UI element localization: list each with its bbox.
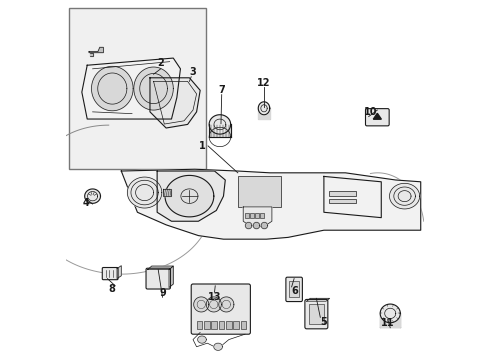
Text: 8: 8: [108, 284, 115, 294]
Polygon shape: [194, 297, 209, 312]
Bar: [289, 282, 299, 297]
Bar: [245, 213, 249, 219]
Text: 4: 4: [83, 198, 90, 208]
Polygon shape: [122, 169, 421, 239]
Polygon shape: [89, 47, 103, 53]
Text: 6: 6: [291, 286, 298, 296]
Polygon shape: [85, 189, 100, 203]
FancyBboxPatch shape: [102, 267, 118, 280]
Polygon shape: [253, 222, 260, 229]
Polygon shape: [206, 297, 221, 312]
Polygon shape: [157, 171, 225, 221]
Polygon shape: [380, 314, 400, 327]
Bar: [204, 321, 210, 329]
FancyBboxPatch shape: [366, 109, 389, 126]
Text: 5: 5: [320, 317, 326, 327]
Polygon shape: [258, 108, 270, 119]
Text: 11: 11: [381, 319, 394, 328]
Polygon shape: [214, 343, 222, 350]
Polygon shape: [169, 266, 173, 288]
Polygon shape: [209, 125, 231, 137]
Polygon shape: [209, 115, 231, 134]
Bar: [309, 304, 323, 324]
Bar: [226, 321, 232, 329]
Bar: [69, 8, 205, 169]
Text: 7: 7: [219, 85, 225, 95]
Polygon shape: [324, 176, 381, 218]
Polygon shape: [165, 175, 214, 217]
Polygon shape: [82, 58, 180, 119]
Bar: [329, 199, 356, 203]
Polygon shape: [117, 266, 122, 279]
FancyBboxPatch shape: [146, 268, 171, 289]
Polygon shape: [243, 207, 272, 226]
Bar: [255, 213, 259, 219]
Text: 10: 10: [364, 107, 377, 117]
Bar: [329, 191, 356, 196]
Text: 2: 2: [157, 58, 164, 68]
Polygon shape: [245, 222, 252, 229]
Text: 13: 13: [208, 292, 221, 302]
Text: 1: 1: [199, 141, 206, 151]
Polygon shape: [219, 297, 234, 312]
Polygon shape: [261, 222, 268, 229]
Polygon shape: [150, 78, 200, 128]
Polygon shape: [134, 67, 173, 110]
Bar: [241, 321, 246, 329]
Text: 9: 9: [159, 288, 166, 298]
Polygon shape: [307, 298, 330, 301]
Polygon shape: [163, 189, 172, 196]
Text: 3: 3: [190, 67, 196, 77]
Bar: [233, 321, 239, 329]
Polygon shape: [380, 304, 400, 323]
Polygon shape: [90, 53, 93, 56]
Bar: [196, 321, 202, 329]
Polygon shape: [390, 183, 419, 209]
Polygon shape: [92, 66, 133, 111]
FancyBboxPatch shape: [191, 284, 250, 334]
Bar: [211, 321, 217, 329]
Bar: [238, 176, 281, 207]
Bar: [219, 321, 224, 329]
Bar: [260, 213, 264, 219]
Text: 12: 12: [257, 78, 271, 88]
Polygon shape: [147, 266, 173, 270]
Polygon shape: [127, 177, 162, 208]
FancyBboxPatch shape: [305, 300, 328, 329]
FancyBboxPatch shape: [286, 277, 302, 302]
Polygon shape: [373, 113, 381, 119]
Polygon shape: [197, 336, 206, 343]
Bar: [250, 213, 254, 219]
Polygon shape: [258, 102, 270, 115]
